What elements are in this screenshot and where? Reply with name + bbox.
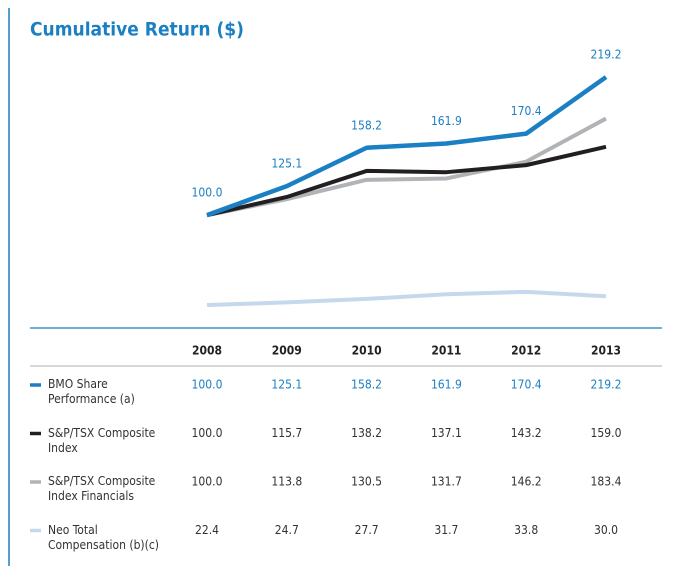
chart-title: Cumulative Return ($) [30, 19, 244, 41]
table-cell: 161.9 [431, 378, 462, 392]
table-cell: 143.2 [511, 426, 542, 440]
table-cell: 131.7 [431, 475, 462, 489]
table-cell: 137.1 [431, 426, 462, 440]
series-line [206, 75, 608, 218]
table-cell: 125.1 [271, 378, 302, 392]
table-cell: 138.2 [351, 426, 382, 440]
table-cell: 31.7 [434, 523, 458, 537]
data-label: 158.2 [351, 118, 382, 132]
table-cell: 33.8 [514, 523, 538, 537]
data-label: 219.2 [591, 48, 622, 62]
table-cell: 146.2 [511, 475, 542, 489]
legend-label: BMO Share Performance (a) [48, 377, 135, 406]
column-header: 2010 [352, 344, 382, 358]
data-label: 100.0 [192, 186, 223, 200]
table-cell: 130.5 [351, 475, 382, 489]
table-cell: 27.7 [355, 523, 379, 537]
table-cell: 24.7 [275, 523, 299, 537]
data-label: 125.1 [271, 157, 302, 171]
series-line [206, 144, 607, 218]
table-cell: 183.4 [591, 475, 622, 489]
table-cell: 170.4 [511, 378, 542, 392]
table-cell: 100.0 [192, 475, 223, 489]
table-cell: 100.0 [192, 426, 223, 440]
table-cell: 158.2 [351, 378, 382, 392]
table-cell: 219.2 [591, 378, 622, 392]
table-cell: 159.0 [591, 426, 622, 440]
column-header: 2011 [431, 344, 461, 358]
legend-label: S&P/TSX Composite Index [48, 425, 156, 455]
column-header: 2013 [591, 344, 621, 358]
column-header: 2009 [272, 344, 302, 358]
table-cell: 115.7 [271, 426, 302, 440]
table-cell: 30.0 [594, 523, 618, 537]
column-header: 2008 [192, 344, 222, 358]
data-label: 170.4 [511, 104, 542, 118]
series-line [206, 289, 607, 308]
column-header: 2012 [511, 344, 541, 358]
table-cell: 22.4 [195, 523, 219, 537]
legend-label: Neo Total Compensation (b)(c) [48, 522, 159, 552]
table-cell: 113.8 [271, 475, 302, 489]
legend-label: S&P/TSX Composite Index Financials [48, 474, 156, 503]
table-cell: 100.0 [192, 378, 223, 392]
data-label: 161.9 [431, 114, 462, 128]
